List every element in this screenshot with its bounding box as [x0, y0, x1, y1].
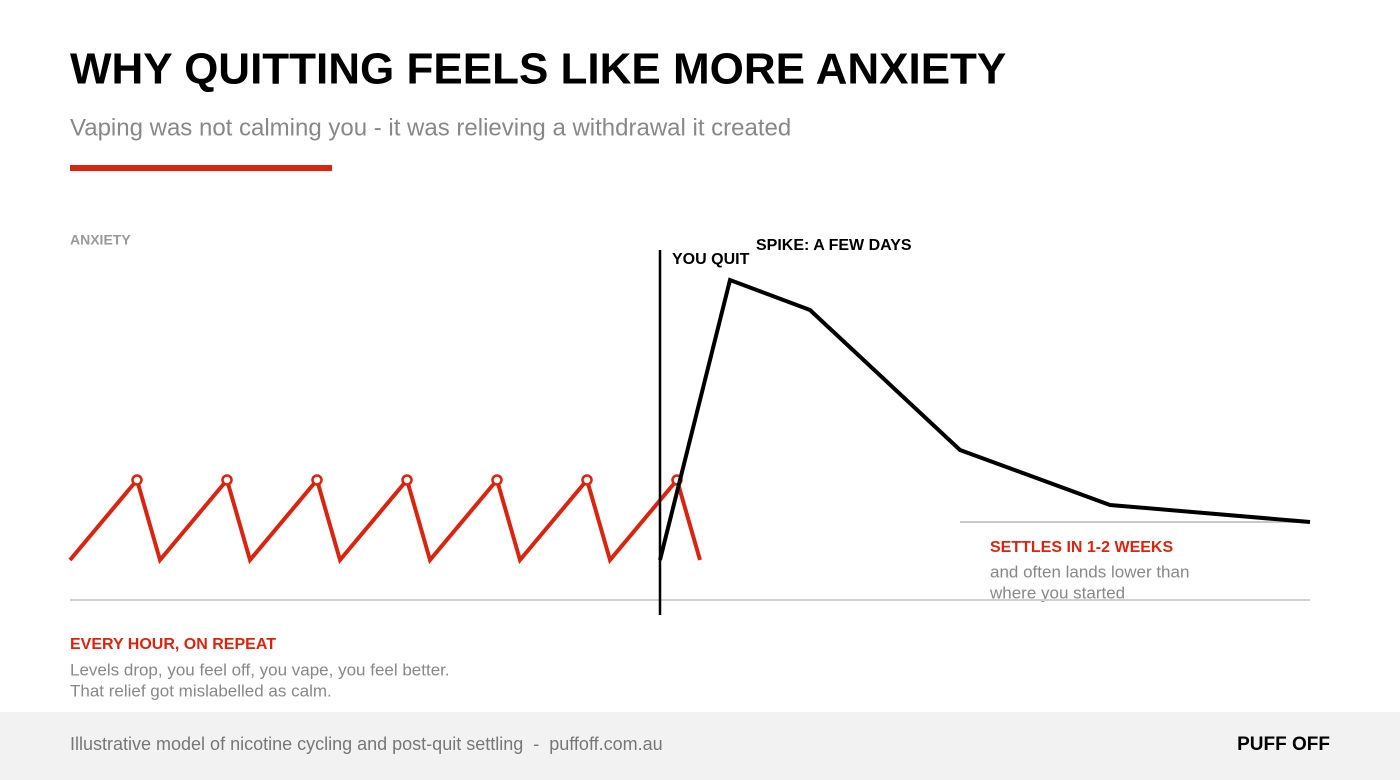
cycle-heading: EVERY HOUR, ON REPEAT: [70, 636, 276, 653]
chart-title: WHY QUITTING FEELS LIKE MORE ANXIETY: [70, 45, 1006, 94]
footer-band: [0, 712, 1400, 780]
footer-brand: PUFF OFF: [1237, 734, 1330, 755]
settle-heading: SETTLES IN 1-2 WEEKS: [990, 539, 1173, 556]
y-axis-label: ANXIETY: [70, 232, 131, 248]
peak-marker: [221, 474, 233, 486]
peak-marker: [491, 474, 503, 486]
series-line: [68, 475, 702, 565]
cycle-note: Levels drop, you feel off, you vape, you…: [70, 660, 450, 679]
series-line: [658, 277, 1311, 561]
peak-marker: [401, 474, 413, 486]
peak-marker: [581, 474, 593, 486]
spike-label: SPIKE: A FEW DAYS: [756, 237, 912, 254]
chart-subtitle: Vaping was not calming you - it was reli…: [70, 114, 791, 141]
peak-marker: [131, 474, 143, 486]
footer-source: Illustrative model of nicotine cycling a…: [70, 734, 663, 754]
quit-label: YOU QUIT: [672, 251, 750, 268]
cycle-note: That relief got mislabelled as calm.: [70, 681, 332, 700]
settle-note: and often lands lower than: [990, 562, 1189, 581]
settle-note: where you started: [989, 583, 1125, 602]
accent-bar: [70, 165, 332, 171]
peak-marker: [311, 474, 323, 486]
